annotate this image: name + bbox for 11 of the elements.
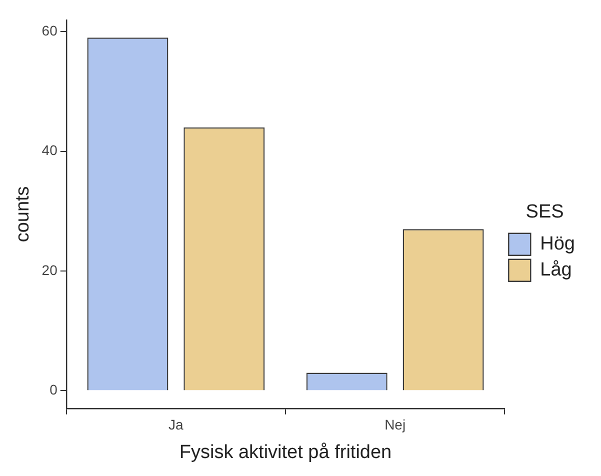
y-tick-label: 0 xyxy=(50,382,58,398)
x-tick-label: Nej xyxy=(384,416,406,433)
y-axis-title: counts xyxy=(12,186,34,242)
legend-label: Hög xyxy=(540,234,576,255)
legend-label: Låg xyxy=(540,260,572,281)
x-axis-title: Fysisk aktivitet på fritiden xyxy=(179,442,392,463)
legend-title: SES xyxy=(526,201,564,222)
x-tick-label: Ja xyxy=(168,416,184,433)
y-tick-label: 20 xyxy=(42,262,58,278)
y-tick-label: 40 xyxy=(42,142,58,158)
y-tick-label: 60 xyxy=(42,22,58,39)
